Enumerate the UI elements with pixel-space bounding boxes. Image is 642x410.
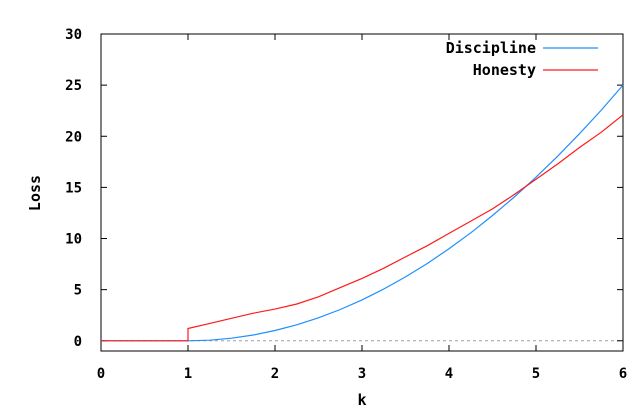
legend-label-discipline: Discipline bbox=[446, 39, 536, 57]
y-tick-label: 20 bbox=[65, 129, 82, 145]
x-tick-label: 0 bbox=[97, 366, 105, 382]
legend-label-honesty: Honesty bbox=[473, 61, 536, 79]
x-tick-label: 5 bbox=[532, 366, 540, 382]
x-tick-label: 6 bbox=[619, 366, 627, 382]
y-tick-label: 10 bbox=[65, 232, 82, 248]
y-tick-label: 25 bbox=[65, 78, 82, 94]
y-tick-label: 15 bbox=[65, 180, 82, 196]
x-tick-label: 3 bbox=[358, 366, 366, 382]
legend: Discipline Honesty bbox=[446, 39, 598, 79]
x-tick-label: 2 bbox=[271, 366, 279, 382]
y-tick-label: 5 bbox=[74, 283, 82, 299]
x-tick-label: 4 bbox=[445, 366, 453, 382]
series-line-discipline bbox=[101, 84, 624, 342]
y-axis-label: Loss bbox=[26, 175, 44, 211]
x-tick-label: 1 bbox=[184, 366, 192, 382]
y-tick-label: 30 bbox=[65, 27, 82, 43]
plot-frame bbox=[100, 33, 624, 352]
y-tick-label: 0 bbox=[74, 334, 82, 350]
x-axis-label: k bbox=[357, 391, 366, 409]
axis-ticks: 0 1 2 3 4 5 6 0 5 10 15 20 25 30 bbox=[65, 27, 627, 382]
series-lines bbox=[101, 84, 624, 342]
series-line-honesty bbox=[101, 114, 624, 342]
